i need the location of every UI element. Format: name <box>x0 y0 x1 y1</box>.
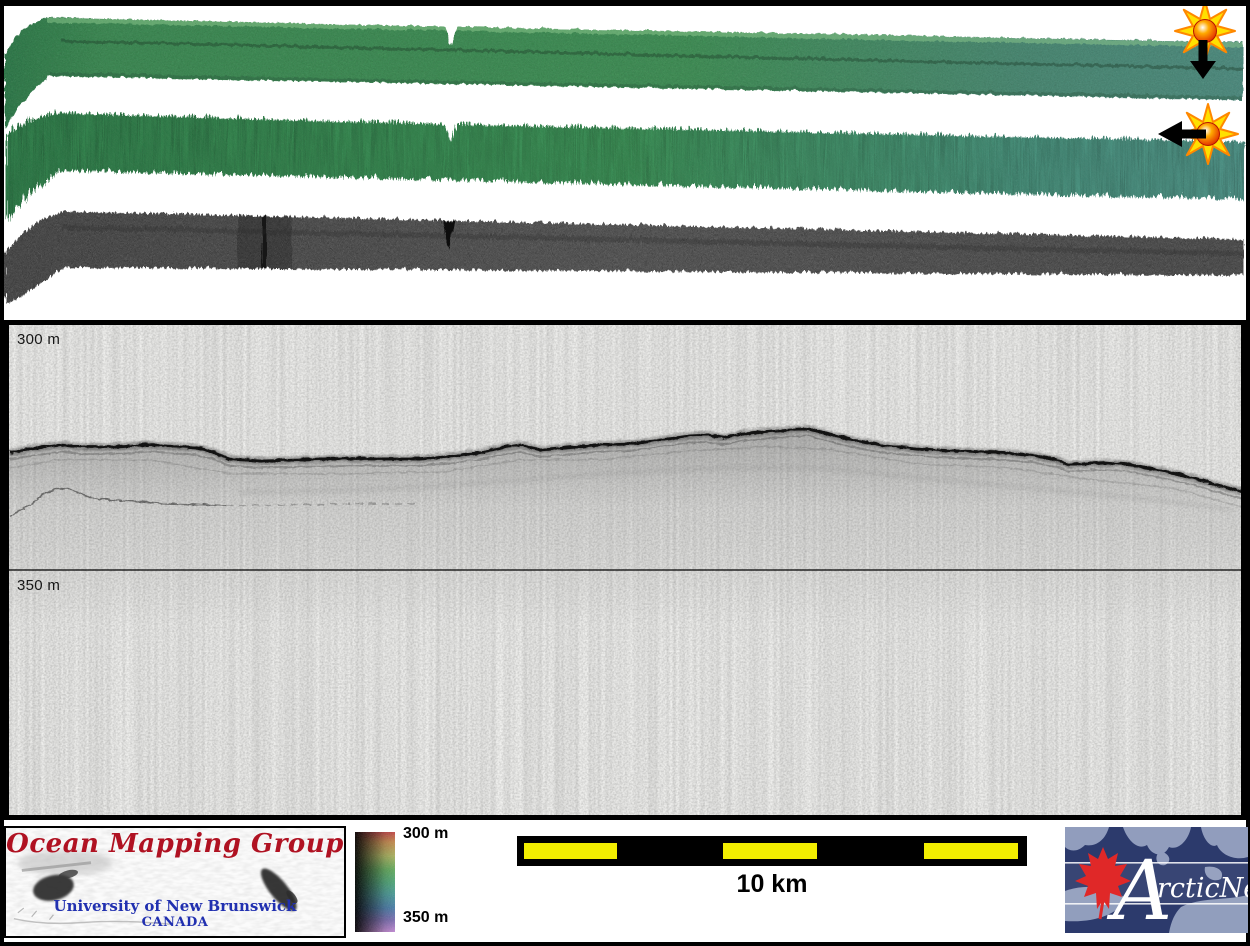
color-scale-label-300m: 300 m <box>403 825 449 842</box>
ship-silhouette <box>260 868 298 911</box>
maple-leaf-icon <box>1075 847 1131 920</box>
arcticnet-logo: A rcticNet <box>1065 827 1248 933</box>
scale-bar-label: 10 km <box>736 870 808 898</box>
bathymetry-swath-strip-2 <box>4 110 1242 218</box>
helicopter-silhouette <box>17 850 113 901</box>
arcticnet-brand-rest: rcticNet <box>1157 873 1248 904</box>
omg-country: CANADA <box>141 915 209 930</box>
omg-logo-art <box>6 828 344 936</box>
seafloor-reflector <box>9 424 1241 507</box>
backscatter-swath-strip <box>4 210 1242 302</box>
footer-strip: Ocean Mapping Group University of New Br… <box>4 820 1248 942</box>
distance-scale-bar <box>517 836 1027 866</box>
arcticnet-logo-graphic: A rcticNet <box>1065 827 1248 933</box>
depth-color-scale <box>355 832 395 932</box>
arcticnet-brand-initial: A <box>1106 844 1172 933</box>
depth-label-300m: 300 m <box>17 331 61 348</box>
left-arrow-icon <box>1158 121 1206 147</box>
scale-bar-yellow-segment <box>924 843 1018 859</box>
faint-deep-reflector <box>239 466 1233 512</box>
scale-bar-yellow-segment <box>524 843 617 859</box>
subseafloor-shading <box>9 428 1241 815</box>
down-arrow-icon <box>1190 40 1216 79</box>
subbottom-profile-graphic <box>9 325 1241 815</box>
subbottom-reflector <box>9 487 420 517</box>
omg-institution: University of New Brunswick <box>53 897 297 915</box>
swath-image-panel <box>4 6 1246 320</box>
depth-label-350m: 350 m <box>17 577 61 594</box>
color-scale-gradient <box>355 832 395 932</box>
omg-title: Ocean Mapping Group <box>6 829 344 859</box>
ocean-mapping-group-logo: Ocean Mapping Group University of New Br… <box>4 826 346 938</box>
color-scale-label-350m: 350 m <box>403 909 449 926</box>
subbottom-profile-panel: 300 m 350 m <box>4 320 1246 820</box>
scale-bar-yellow-segment <box>723 843 817 859</box>
swath-strips-graphic <box>4 6 1242 302</box>
